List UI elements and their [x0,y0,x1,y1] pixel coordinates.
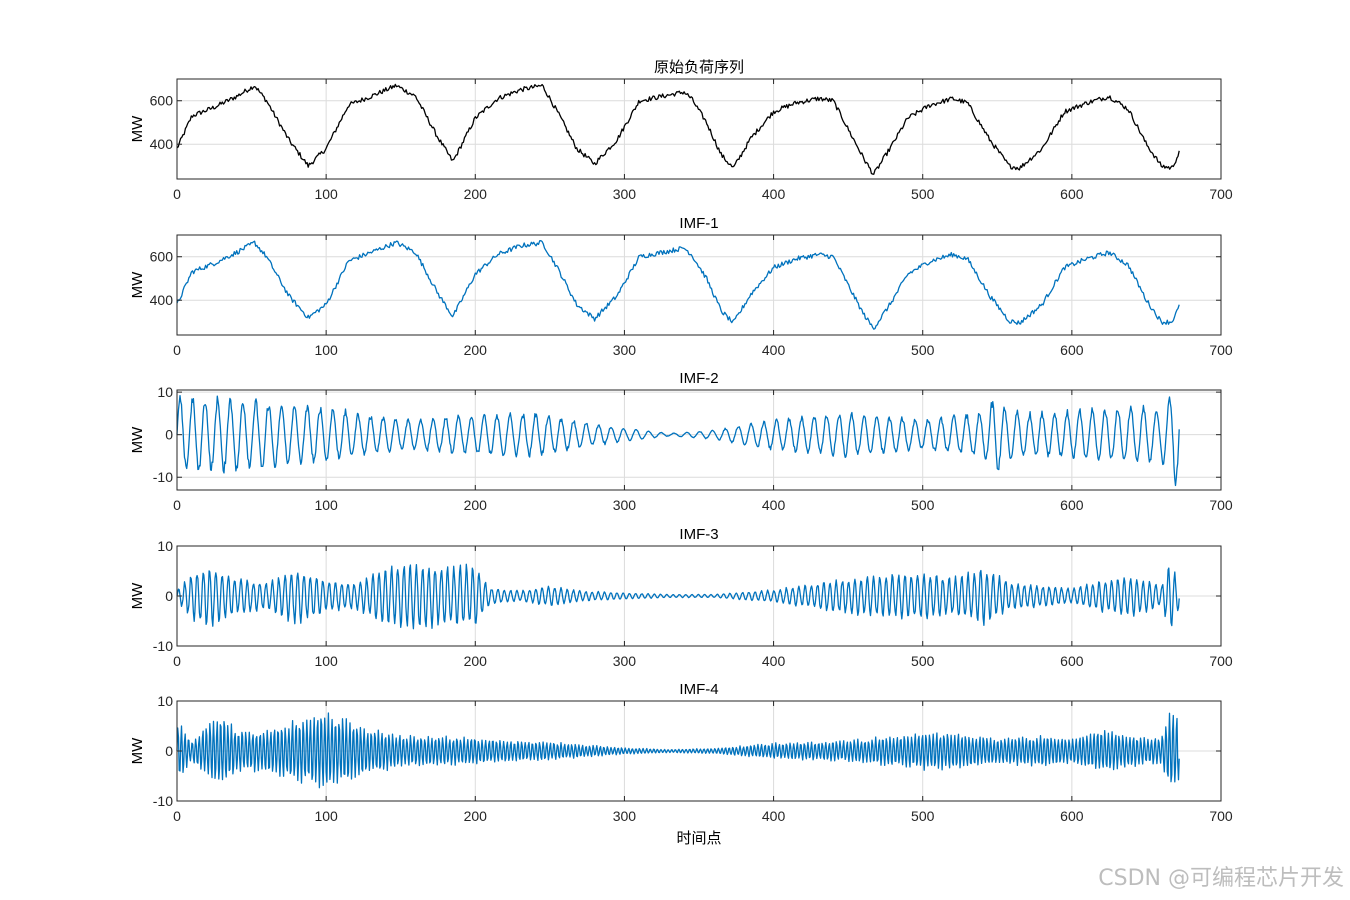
panel-title: IMF-2 [679,370,718,387]
x-tick-label: 0 [173,186,181,202]
x-tick-label: 400 [762,342,786,358]
x-tick-label: 0 [173,497,181,513]
x-tick-label: 400 [762,653,786,669]
y-axis-label: MW [129,582,146,609]
x-tick-label: 600 [1060,497,1084,513]
x-tick-label: 500 [911,186,935,202]
x-tick-label: 200 [464,186,488,202]
x-tick-label: 0 [173,653,181,669]
x-tick-label: 600 [1060,653,1084,669]
y-tick-label: 600 [150,93,174,109]
x-tick-label: 700 [1209,653,1233,669]
y-tick-label: -10 [153,793,173,809]
y-tick-label: 10 [157,384,173,400]
panel-1: 0 100 200 300 400 500 600 700 400 600 原始负荷序列 MW [129,59,1233,202]
x-tick-label: 300 [613,186,637,202]
y-tick-label: 0 [165,588,173,604]
axes-frame [176,234,1222,336]
y-tick-label: 400 [150,292,174,308]
x-tick-label: 300 [613,808,637,824]
series-line [176,240,1180,330]
series-line [176,712,1180,789]
y-tick-label: 600 [150,249,174,265]
axes-frame [176,78,1222,180]
x-tick-label: 200 [464,342,488,358]
x-tick-label: 0 [173,342,181,358]
panel-title: IMF-3 [679,526,718,543]
x-tick-label: 300 [613,653,637,669]
x-tick-label: 400 [762,186,786,202]
y-axis-label: MW [129,737,146,764]
series-line [176,563,1180,630]
x-tick-label: 200 [464,497,488,513]
y-tick-label: -10 [153,638,173,654]
x-tick-label: 700 [1209,342,1233,358]
watermark: CSDN @可编程芯片开发 [1098,866,1344,891]
x-tick-label: 400 [762,808,786,824]
y-tick-label: 10 [157,693,173,709]
x-tick-label: 100 [314,497,338,513]
panel-2: 0 100 200 300 400 500 600 700 400 600 IMF-1 MW [129,215,1233,358]
x-tick-label: 500 [911,342,935,358]
x-tick-label: 500 [911,808,935,824]
x-tick-label: 600 [1060,342,1084,358]
x-tick-label: 700 [1209,497,1233,513]
y-axis-label: MW [129,115,146,142]
x-tick-label: 200 [464,808,488,824]
x-tick-label: 200 [464,653,488,669]
y-tick-label: 0 [165,427,173,443]
series-line [176,394,1180,487]
x-tick-label: 300 [613,342,637,358]
x-tick-label: 400 [762,497,786,513]
x-tick-label: 100 [314,808,338,824]
x-tick-label: 600 [1060,808,1084,824]
x-tick-label: 300 [613,497,637,513]
y-axis-label: MW [129,426,146,453]
series-line [176,83,1180,175]
panel-title: 原始负荷序列 [654,59,744,76]
y-axis-label: MW [129,271,146,298]
x-axis-label: 时间点 [676,830,721,847]
y-tick-label: 0 [165,743,173,759]
y-tick-label: -10 [153,469,173,485]
x-tick-label: 600 [1060,186,1084,202]
x-tick-label: 0 [173,808,181,824]
x-tick-label: 700 [1209,186,1233,202]
panel-title: IMF-1 [679,215,718,232]
x-tick-label: 700 [1209,808,1233,824]
x-tick-label: 100 [314,342,338,358]
axes-frame [176,389,1222,491]
x-tick-label: 100 [314,186,338,202]
x-tick-label: 100 [314,653,338,669]
x-tick-label: 500 [911,497,935,513]
x-tick-label: 500 [911,653,935,669]
y-tick-label: 400 [150,136,174,152]
panel-title: IMF-4 [679,681,718,698]
y-tick-label: 10 [157,538,173,554]
